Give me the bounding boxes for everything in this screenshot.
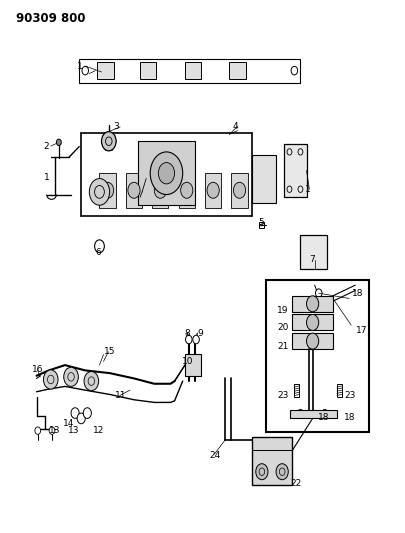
Circle shape: [306, 296, 318, 312]
Circle shape: [306, 314, 318, 330]
Circle shape: [64, 367, 78, 386]
Circle shape: [101, 182, 113, 198]
Bar: [265, 280, 369, 432]
Bar: [178, 173, 194, 208]
Bar: [294, 384, 298, 397]
Text: 18: 18: [352, 289, 363, 297]
Text: 90309 800: 90309 800: [16, 12, 85, 25]
Text: 16: 16: [32, 365, 43, 374]
Bar: [184, 62, 200, 79]
Text: 20: 20: [277, 324, 288, 332]
Bar: [152, 173, 168, 208]
Bar: [229, 62, 245, 79]
Text: 18: 18: [343, 413, 354, 422]
Text: 6: 6: [95, 248, 101, 256]
Circle shape: [158, 163, 174, 184]
Bar: [300, 235, 326, 269]
Text: 15: 15: [103, 348, 115, 356]
Bar: [99, 173, 115, 208]
Text: 4: 4: [232, 123, 238, 131]
Circle shape: [154, 182, 166, 198]
Text: 17: 17: [355, 326, 366, 335]
Bar: [292, 333, 332, 349]
Bar: [251, 155, 275, 203]
Bar: [251, 437, 292, 485]
Text: 18: 18: [317, 413, 328, 422]
Circle shape: [180, 182, 192, 198]
Circle shape: [207, 182, 219, 198]
Circle shape: [89, 179, 109, 205]
Text: 10: 10: [181, 357, 193, 366]
Bar: [290, 410, 336, 418]
Text: 14: 14: [63, 419, 74, 428]
Text: 19: 19: [277, 306, 288, 314]
Bar: [258, 222, 263, 228]
Text: 13: 13: [49, 426, 60, 435]
Text: 22: 22: [290, 480, 301, 488]
Text: 13: 13: [68, 426, 79, 435]
Circle shape: [275, 464, 288, 480]
Bar: [284, 144, 306, 197]
Text: 12: 12: [93, 426, 104, 435]
Circle shape: [56, 139, 61, 146]
Circle shape: [321, 409, 327, 417]
Text: 23: 23: [277, 391, 288, 400]
Bar: [97, 62, 113, 79]
Text: 9: 9: [197, 329, 203, 337]
Circle shape: [84, 372, 98, 391]
Text: 1: 1: [77, 62, 83, 71]
Bar: [79, 59, 300, 83]
Text: 2: 2: [43, 142, 49, 151]
Text: 11: 11: [114, 391, 126, 400]
Circle shape: [128, 182, 140, 198]
Text: 24: 24: [209, 451, 220, 460]
Circle shape: [101, 132, 116, 151]
Circle shape: [94, 240, 104, 253]
Text: 7: 7: [309, 255, 314, 264]
Bar: [292, 296, 332, 312]
Bar: [184, 354, 200, 376]
Circle shape: [35, 427, 40, 434]
Circle shape: [315, 289, 321, 297]
Text: 21: 21: [277, 342, 288, 351]
Text: 3: 3: [113, 123, 119, 131]
Circle shape: [185, 335, 192, 344]
Circle shape: [77, 413, 85, 424]
Circle shape: [150, 152, 182, 195]
Bar: [292, 314, 332, 330]
Circle shape: [83, 408, 91, 418]
Circle shape: [297, 409, 303, 417]
Bar: [140, 62, 156, 79]
Bar: [336, 384, 341, 397]
Text: 1: 1: [304, 185, 309, 193]
Circle shape: [306, 333, 318, 349]
Circle shape: [71, 408, 79, 418]
Text: 23: 23: [343, 391, 354, 400]
Circle shape: [43, 370, 58, 389]
Circle shape: [255, 464, 267, 480]
Text: 8: 8: [184, 329, 190, 337]
Circle shape: [49, 427, 55, 434]
Bar: [126, 173, 142, 208]
Circle shape: [233, 182, 245, 198]
Circle shape: [192, 335, 199, 344]
Text: 1: 1: [44, 173, 50, 182]
Text: 5: 5: [258, 219, 263, 227]
Bar: [138, 141, 194, 205]
Bar: [231, 173, 247, 208]
Bar: [205, 173, 221, 208]
